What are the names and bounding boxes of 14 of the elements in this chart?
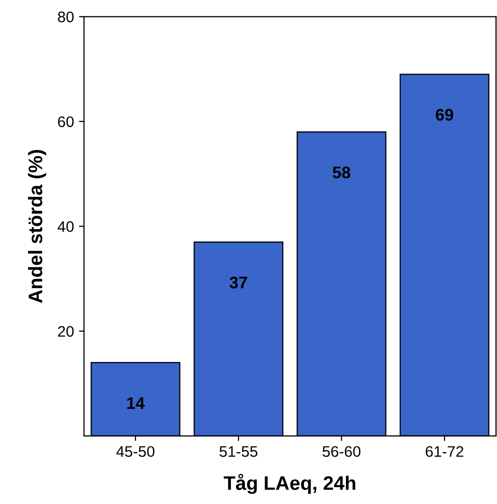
y-tick-label: 80 — [58, 12, 74, 22]
y-tick-label: 20 — [58, 326, 74, 337]
data-label: 58 — [332, 166, 350, 178]
y-tick-label: 40 — [58, 221, 74, 232]
x-tick-label: 61-72 — [426, 446, 464, 457]
data-label: 37 — [230, 276, 248, 288]
x-axis-title: Tåg LAeq, 24h — [224, 474, 356, 494]
x-tick-label: 51-55 — [220, 446, 258, 457]
y-axis-title: Andel störda (%) — [28, 150, 46, 304]
y-tick-label: 60 — [58, 116, 74, 128]
x-tick-label: 45-50 — [116, 446, 154, 457]
x-tick-label: 56-60 — [322, 446, 360, 457]
data-label: 14 — [127, 397, 145, 409]
data-label: 69 — [436, 108, 454, 121]
